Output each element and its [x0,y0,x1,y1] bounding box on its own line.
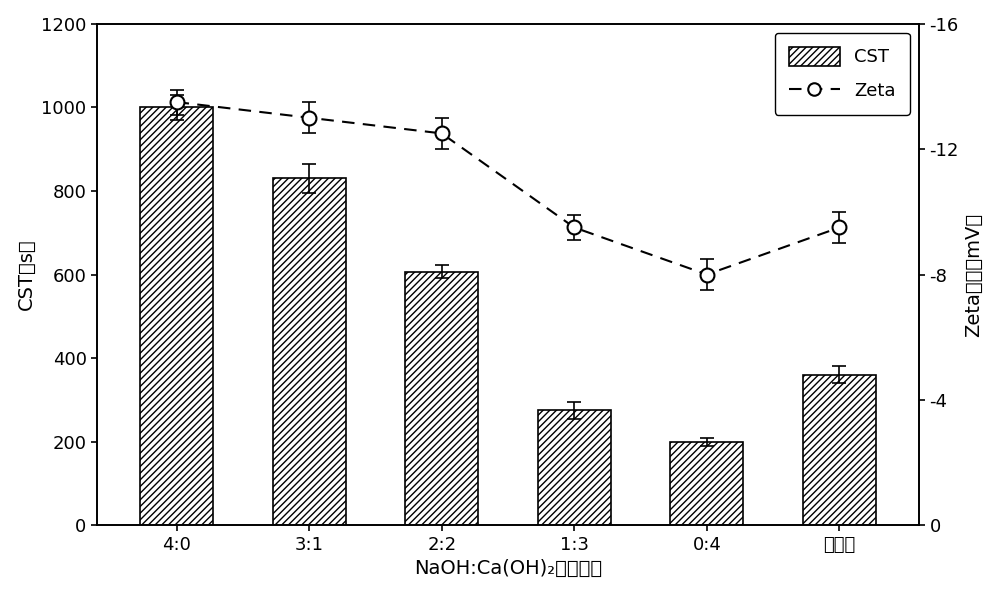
Bar [405,271,478,525]
Y-axis label: Zeta电位（mV）: Zeta电位（mV） [964,212,983,337]
X-axis label: NaOH:Ca(OH)₂混合比例: NaOH:Ca(OH)₂混合比例 [414,559,602,578]
Legend: CST, Zeta: CST, Zeta [775,33,910,115]
Bar [140,107,213,525]
Bar [538,411,611,525]
Bar [273,178,346,525]
Bar [803,375,876,525]
Y-axis label: CST（s）: CST（s） [17,239,36,311]
Bar [670,441,743,525]
